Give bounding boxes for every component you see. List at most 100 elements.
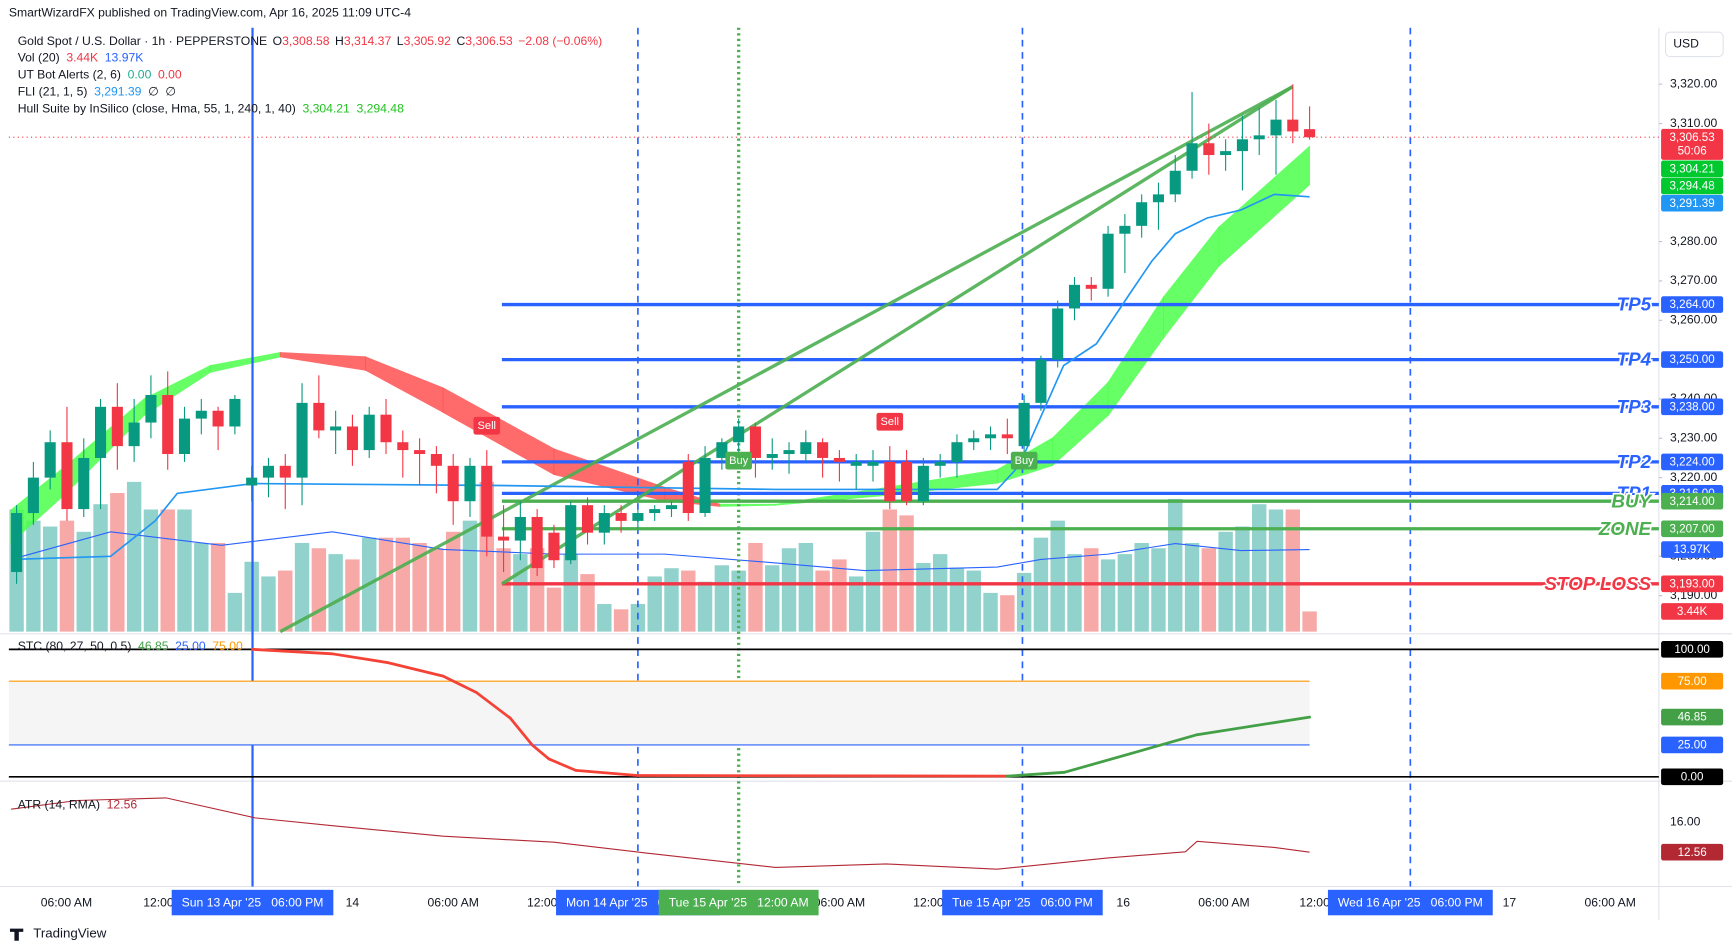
- level-badge-bg: [1661, 296, 1724, 313]
- candle-body: [548, 532, 560, 561]
- indicator-value: 0.00: [158, 68, 182, 82]
- volume-bar: [1084, 548, 1099, 632]
- symbol: Gold Spot / U.S. Dollar · 1h · PEPPERSTO…: [18, 34, 267, 48]
- x-tick-label: 12:00: [913, 895, 944, 909]
- candle-body: [1220, 151, 1232, 156]
- volume-bar: [462, 520, 478, 632]
- signal-label: Sell: [478, 420, 496, 432]
- volume-bar: [194, 542, 209, 632]
- candle-body: [699, 457, 711, 514]
- candle-body: [195, 410, 207, 419]
- currency-button[interactable]: [1664, 31, 1724, 58]
- candle-body: [766, 454, 778, 458]
- candle-body: [262, 465, 275, 478]
- legend-row: Gold Spot / U.S. Dollar · 1h · PEPPERSTO…: [18, 34, 602, 48]
- level-name: TP2: [1617, 451, 1652, 472]
- indicator-value: ∅: [165, 85, 176, 99]
- volume-bar: [731, 570, 746, 632]
- y-tick-label: 3,310.00: [1670, 116, 1718, 130]
- candle-body: [682, 461, 694, 514]
- candle-body: [346, 426, 358, 451]
- candle-body: [615, 513, 627, 521]
- indicator-name: FLI (21, 1, 5): [18, 85, 88, 99]
- x-tick-label: 16: [1116, 895, 1130, 909]
- stc-level-badge-bg: [1661, 768, 1724, 786]
- level-name: TP4: [1617, 349, 1652, 370]
- candle-body: [128, 422, 140, 447]
- candle-body: [1052, 308, 1064, 360]
- ohlc-value: 3,305.92: [404, 34, 452, 48]
- level-name: STOP LOSS: [1544, 573, 1651, 594]
- volume-bar: [546, 587, 562, 632]
- stc-value-badge: 46.85: [1678, 711, 1707, 724]
- indicator-value: 3,291.39: [94, 85, 142, 99]
- volume-bar: [949, 567, 965, 632]
- stc-value-badge-bg: [1661, 708, 1724, 726]
- candle-body: [296, 402, 308, 478]
- volume-bar: [781, 548, 797, 632]
- atr-value-badge: 12.56: [1678, 846, 1707, 859]
- candle-body: [884, 461, 896, 502]
- indicator-name: ATR (14, RMA): [18, 798, 100, 812]
- x-highlight: [171, 889, 334, 916]
- candle-body: [917, 465, 929, 502]
- volume-bar: [160, 509, 175, 632]
- candle-body: [111, 406, 123, 447]
- candle-body: [531, 516, 543, 569]
- y-tick-label: 3,220.00: [1670, 470, 1718, 484]
- volume-bar: [714, 565, 730, 632]
- volume-bar: [328, 554, 343, 632]
- level-badge: 3,264.00: [1669, 298, 1715, 311]
- stc-line: [530, 743, 551, 761]
- ohlc-key: H: [335, 34, 344, 48]
- candle-body: [1035, 359, 1047, 403]
- volume-bar: [76, 531, 91, 632]
- level-badge: 3,238.00: [1669, 400, 1715, 413]
- volume-bar: [865, 531, 881, 632]
- indicator-value: ∅: [148, 85, 159, 99]
- trendline: [279, 85, 1294, 634]
- candle-body: [145, 395, 157, 423]
- candle-body: [817, 442, 829, 458]
- level-badge: 3,224.00: [1669, 456, 1715, 469]
- stc-level-badge: 100.00: [1674, 643, 1710, 656]
- volume-bar: [664, 568, 679, 632]
- x-tick-label: Wed 16 Apr '25 06:00 PM: [1338, 895, 1483, 909]
- volume-bar: [1252, 504, 1267, 632]
- y-tick-label: 3,260.00: [1670, 312, 1718, 326]
- volume-bar: [1000, 595, 1015, 632]
- candle-body: [1203, 143, 1215, 156]
- volume-bar: [378, 537, 394, 632]
- candle-body: [951, 442, 963, 462]
- candle-body: [229, 398, 241, 427]
- price-badge-bg: [1661, 194, 1724, 212]
- level-badge-bg: [1661, 575, 1724, 593]
- indicator-name: Vol (20): [18, 51, 60, 65]
- stc-level-badge-bg: [1661, 641, 1724, 658]
- candle-body: [1304, 129, 1316, 138]
- candle-body: [464, 465, 476, 502]
- y-tick-label: 3,230.00: [1670, 431, 1718, 445]
- candle-body: [95, 406, 107, 458]
- volume-bar: [1235, 526, 1250, 632]
- candle-body: [414, 450, 426, 455]
- stc-line: [1005, 770, 1066, 778]
- currency[interactable]: USD: [1673, 37, 1699, 51]
- volume-bar: [210, 542, 226, 632]
- footer-brand: TradingView: [33, 926, 106, 941]
- candle-body: [279, 465, 291, 478]
- stc-line: [508, 716, 534, 747]
- candle-body: [565, 505, 577, 561]
- candle-body: [850, 461, 862, 466]
- candle-body: [1001, 434, 1013, 439]
- candle-body: [61, 442, 73, 510]
- stc-line: [1128, 733, 1199, 756]
- candle-body: [1169, 170, 1181, 195]
- candle-body: [1253, 135, 1265, 140]
- candle-body: [330, 426, 342, 431]
- x-tick-label: 06:00 AM: [1584, 895, 1635, 909]
- volume-bar: [681, 570, 696, 632]
- price-badge-bg: [1661, 128, 1724, 160]
- indicator-value: 3.44K: [66, 51, 98, 65]
